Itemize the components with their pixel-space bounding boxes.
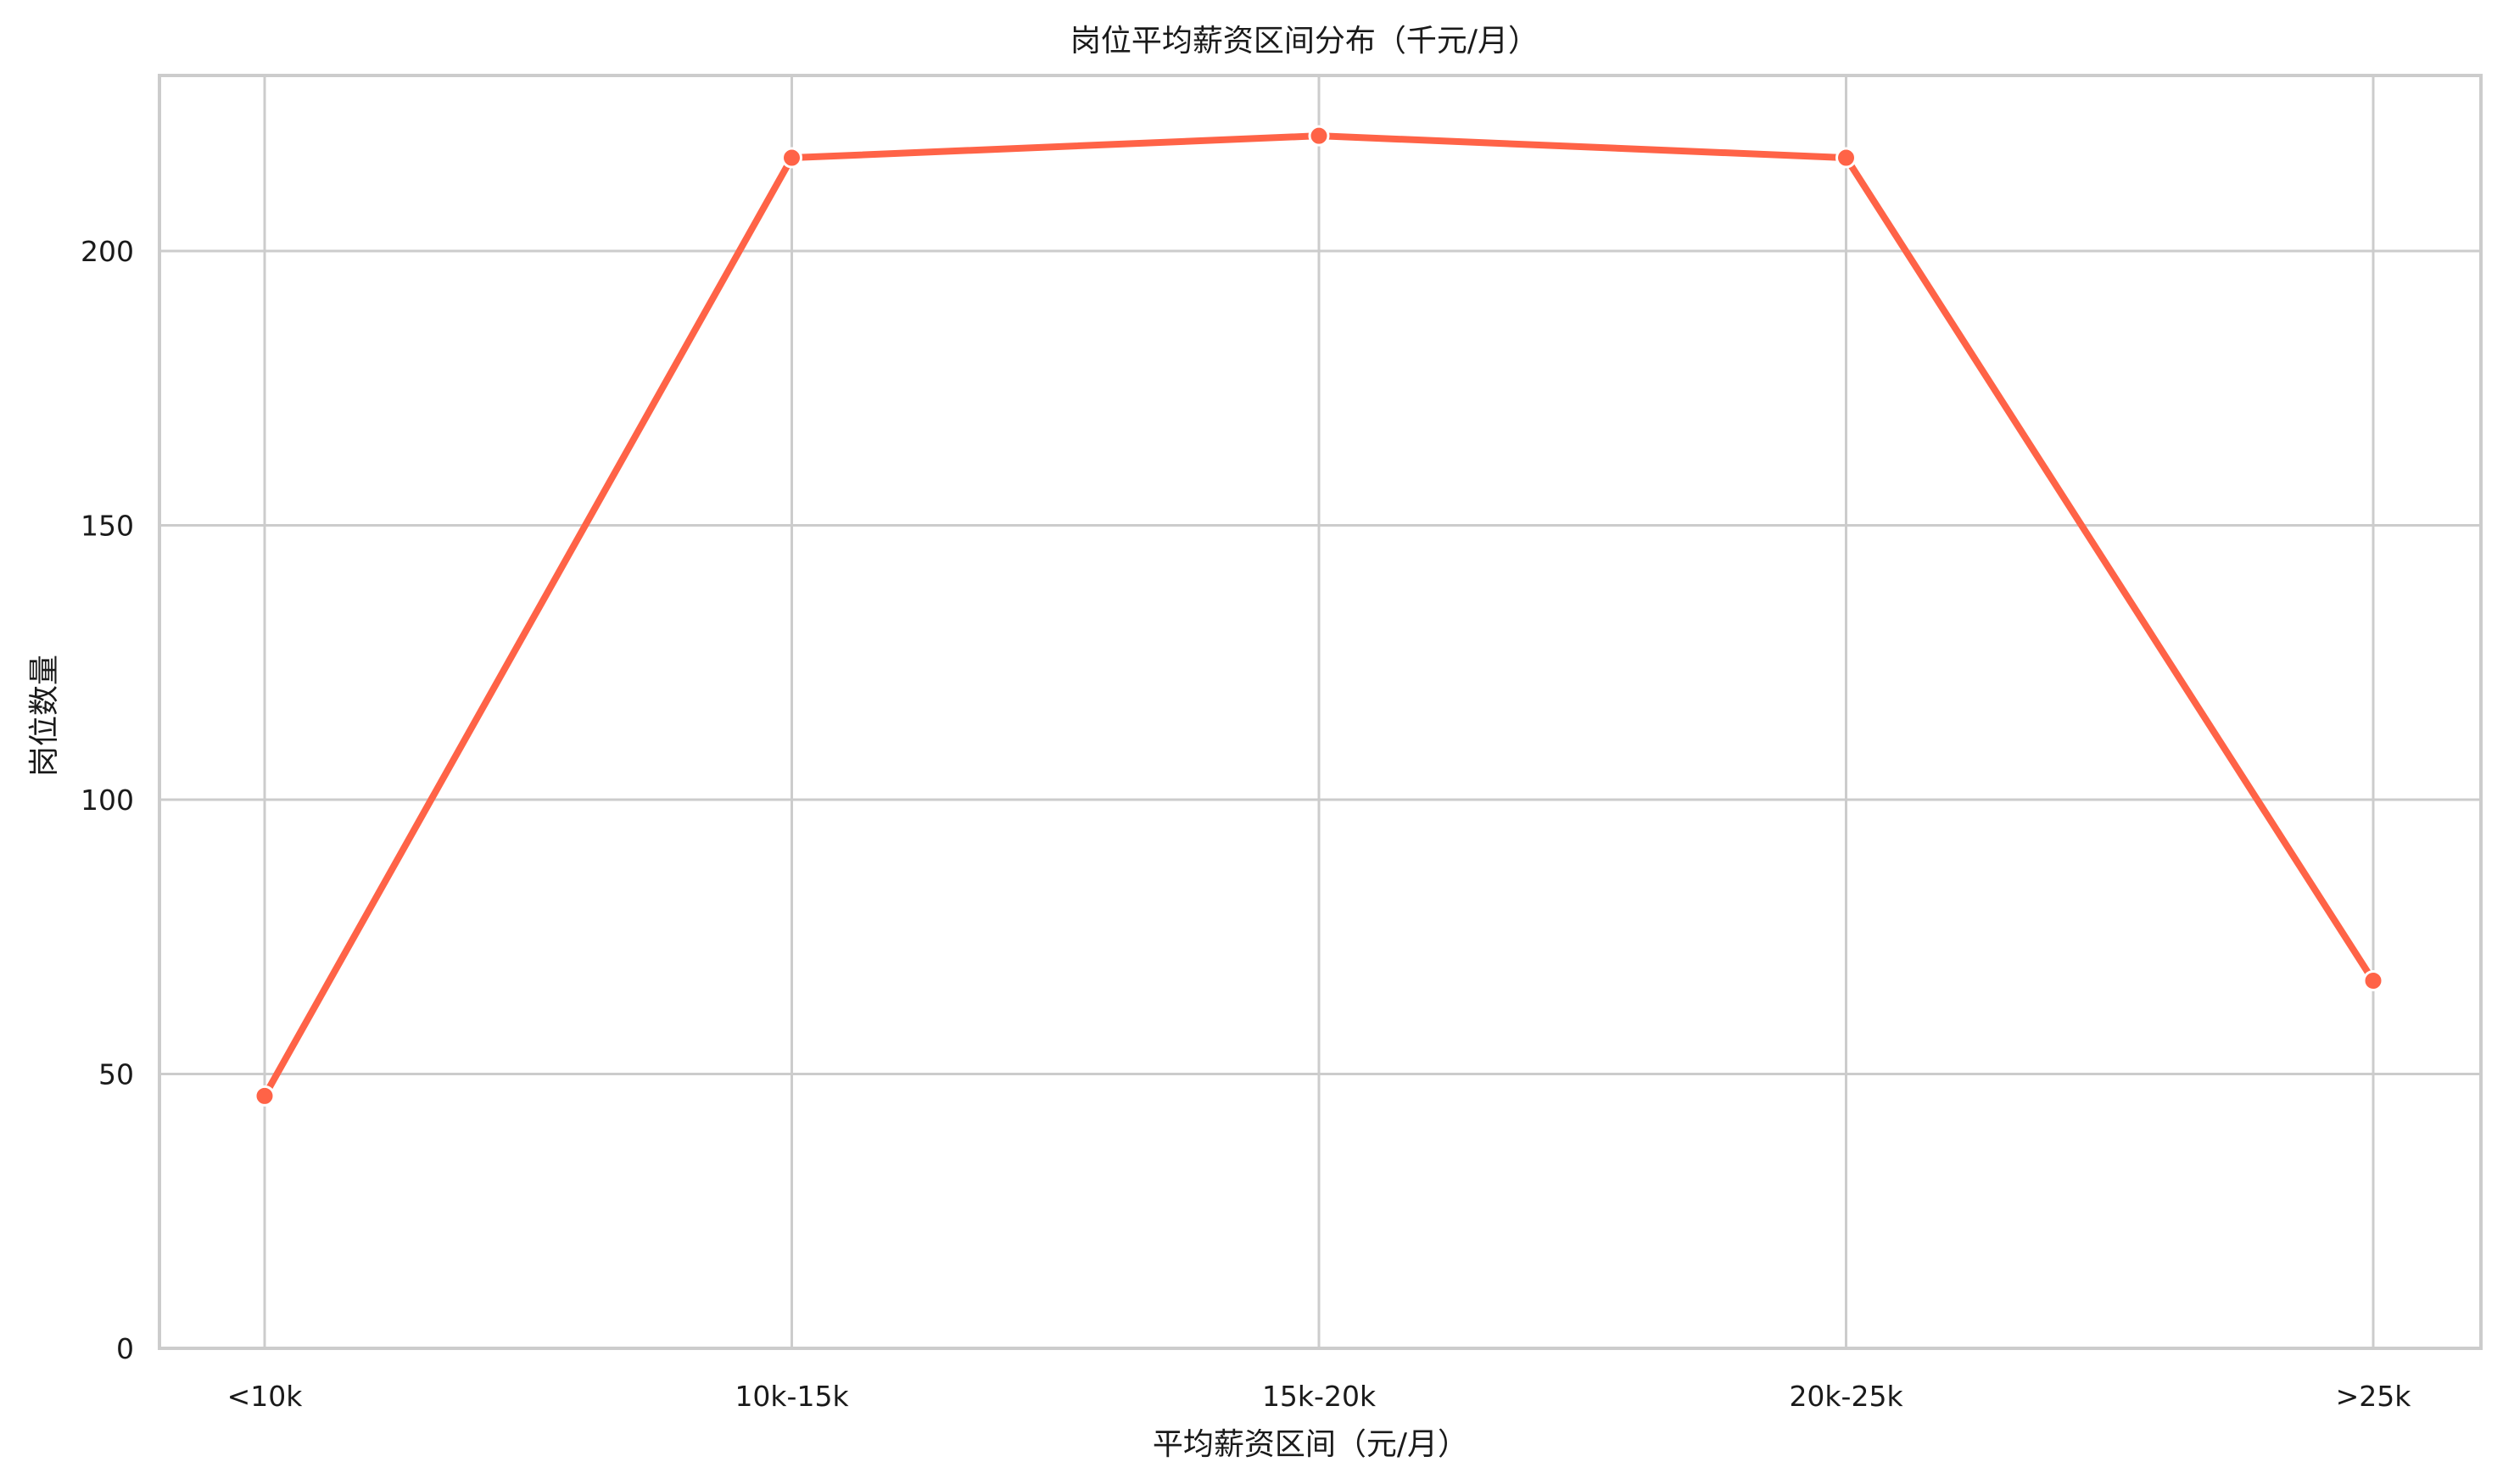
- data-point: [254, 1085, 276, 1107]
- plot-frame: [158, 74, 2483, 1350]
- chart-title: 岗位平均薪资区间分布（千元/月）: [1070, 24, 1539, 59]
- data-point: [2362, 970, 2384, 992]
- plot-area: [158, 74, 2483, 1350]
- data-point: [1835, 147, 1857, 169]
- y-axis-label: 岗位数量: [27, 655, 62, 777]
- data-point: [1308, 125, 1330, 147]
- y-tick-label: 100: [81, 784, 134, 817]
- y-tick-label: 150: [81, 510, 134, 543]
- y-tick-label: 50: [98, 1058, 134, 1091]
- x-tick-label: >25k: [2336, 1380, 2412, 1413]
- x-tick-label: <10k: [227, 1380, 304, 1413]
- x-tick-label: 15k-20k: [1262, 1380, 1377, 1413]
- data-point: [781, 147, 802, 169]
- x-axis-label: 平均薪资区间（元/月）: [1153, 1427, 1468, 1462]
- y-tick-label: 0: [116, 1332, 134, 1365]
- y-axis-ticks: 0 50 100 150 200: [81, 235, 134, 1365]
- x-gridlines: [263, 75, 2375, 1348]
- series-points: [254, 125, 2384, 1107]
- x-tick-label: 10k-15k: [735, 1380, 849, 1413]
- y-tick-label: 200: [81, 235, 134, 268]
- x-tick-label: 20k-25k: [1789, 1380, 1903, 1413]
- x-axis-ticks: <10k 10k-15k 15k-20k 20k-25k >25k: [227, 1380, 2412, 1413]
